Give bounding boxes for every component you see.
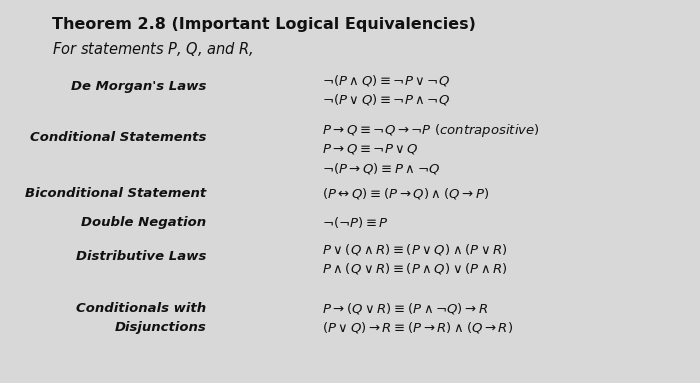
Text: $\neg(P \vee Q) \equiv \neg P \wedge \neg Q$: $\neg(P \vee Q) \equiv \neg P \wedge \ne… xyxy=(322,92,450,107)
Text: De Morgan's Laws: De Morgan's Laws xyxy=(71,80,206,93)
Text: $P \wedge (Q \vee R) \equiv (P \wedge Q) \vee (P \wedge R)$: $P \wedge (Q \vee R) \equiv (P \wedge Q)… xyxy=(322,261,508,277)
Text: $P \rightarrow Q \equiv \neg P \vee Q$: $P \rightarrow Q \equiv \neg P \vee Q$ xyxy=(322,142,419,156)
Text: Theorem 2.8 (Important Logical Equivalencies): Theorem 2.8 (Important Logical Equivalen… xyxy=(52,17,477,32)
Text: Distributive Laws: Distributive Laws xyxy=(76,250,206,263)
Text: $\neg(P \rightarrow Q) \equiv P \wedge \neg Q$: $\neg(P \rightarrow Q) \equiv P \wedge \… xyxy=(322,161,440,176)
Text: $P \rightarrow Q \equiv \neg Q \rightarrow \neg P\ (\mathit{contrapositive})$: $P \rightarrow Q \equiv \neg Q \rightarr… xyxy=(322,122,540,139)
Text: Conditional Statements: Conditional Statements xyxy=(30,131,206,144)
Text: Disjunctions: Disjunctions xyxy=(115,321,206,334)
Text: $P \vee (Q \wedge R) \equiv (P \vee Q) \wedge (P \vee R)$: $P \vee (Q \wedge R) \equiv (P \vee Q) \… xyxy=(322,242,508,257)
Text: For statements $P$, $Q$, and $R$,: For statements $P$, $Q$, and $R$, xyxy=(52,40,254,58)
Text: Double Negation: Double Negation xyxy=(81,216,206,229)
Text: $(P \vee Q) \rightarrow R \equiv (P \rightarrow R) \wedge (Q \rightarrow R)$: $(P \vee Q) \rightarrow R \equiv (P \rig… xyxy=(322,320,513,335)
Text: $(P \leftrightarrow Q) \equiv (P \rightarrow Q) \wedge (Q \rightarrow P)$: $(P \leftrightarrow Q) \equiv (P \righta… xyxy=(322,186,489,201)
Text: Conditionals with: Conditionals with xyxy=(76,302,206,315)
Text: $P \rightarrow (Q \vee R) \equiv (P \wedge \neg Q) \rightarrow R$: $P \rightarrow (Q \vee R) \equiv (P \wed… xyxy=(322,301,489,316)
Text: $\neg(P \wedge Q) \equiv \neg P \vee \neg Q$: $\neg(P \wedge Q) \equiv \neg P \vee \ne… xyxy=(322,73,450,88)
Text: $\neg(\neg P) \equiv P$: $\neg(\neg P) \equiv P$ xyxy=(322,214,388,230)
Text: Biconditional Statement: Biconditional Statement xyxy=(25,187,206,200)
